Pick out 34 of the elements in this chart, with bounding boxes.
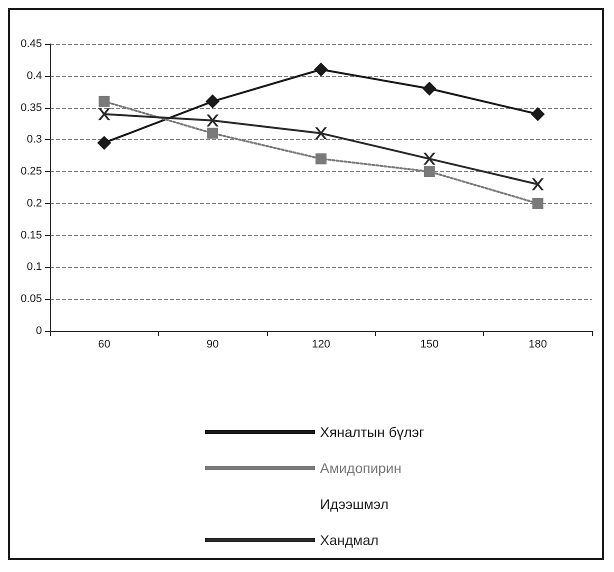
y-tick-label: 0	[36, 325, 42, 337]
point	[532, 198, 544, 209]
point	[314, 62, 328, 77]
point	[423, 152, 436, 165]
x-tick-label: 120	[312, 338, 330, 350]
point	[530, 107, 545, 122]
y-tick-label: 0.1	[26, 261, 42, 274]
y-tick-label: 0.15	[20, 229, 42, 242]
x-tick-label: 90	[206, 338, 219, 350]
x-tick-label: 60	[98, 338, 110, 350]
y-tick-label: 0.45	[20, 38, 42, 50]
point	[98, 108, 110, 120]
point	[207, 128, 218, 139]
y-tick-label: 0.35	[20, 102, 42, 114]
text: Амидопирин	[320, 460, 402, 476]
y-tick-label: 0.05	[20, 293, 42, 306]
point	[315, 127, 327, 140]
text: Хяналтын бүлэг	[320, 424, 424, 440]
x-tick-label: 150	[420, 338, 439, 350]
text: Хандмал	[320, 532, 379, 548]
point	[532, 178, 544, 190]
point	[206, 94, 220, 108]
y-tick-label: 0.3	[26, 134, 42, 146]
point	[422, 82, 436, 96]
y-tick-label: 0.4	[26, 70, 42, 82]
text: Идээшмэл	[320, 496, 389, 512]
point	[206, 114, 219, 127]
point	[424, 166, 435, 178]
point	[97, 136, 112, 150]
point	[98, 96, 110, 107]
x-tick-label: 180	[528, 338, 547, 350]
y-tick-label: 0.2	[26, 197, 42, 210]
y-tick-label: 0.25	[20, 166, 42, 178]
point	[316, 153, 326, 164]
